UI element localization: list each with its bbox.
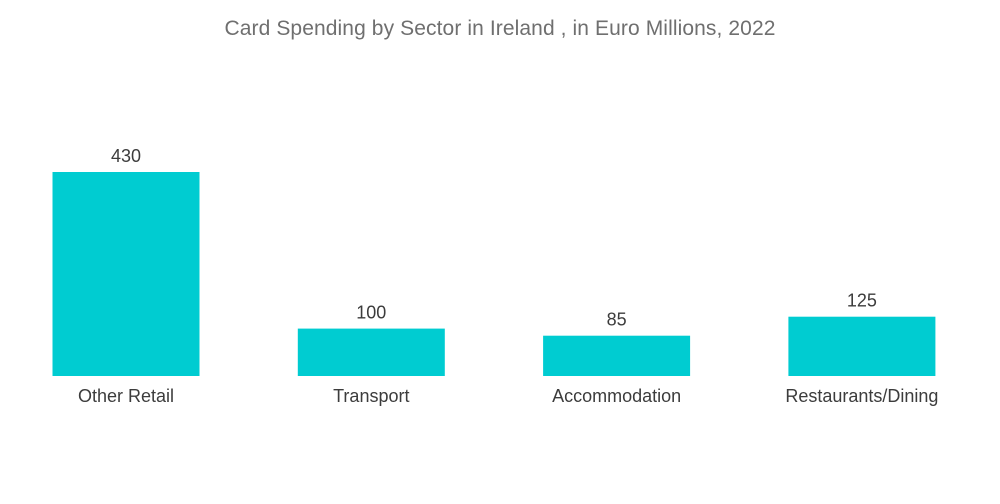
bar-restaurants-dining [788,316,936,376]
category-label: Other Retail [78,386,174,406]
data-label: 85 [607,310,627,330]
category-label: Accommodation [552,386,681,406]
data-label: 430 [111,146,141,166]
category-label: Restaurants/Dining [785,386,938,406]
bar-accommodation [543,335,691,376]
chart-title: Card Spending by Sector in Ireland , in … [224,17,776,40]
bar-other-retail [52,172,200,376]
bar-transport [297,328,445,376]
data-label: 125 [847,291,877,311]
category-label: Transport [333,386,409,406]
data-label: 100 [356,303,386,323]
